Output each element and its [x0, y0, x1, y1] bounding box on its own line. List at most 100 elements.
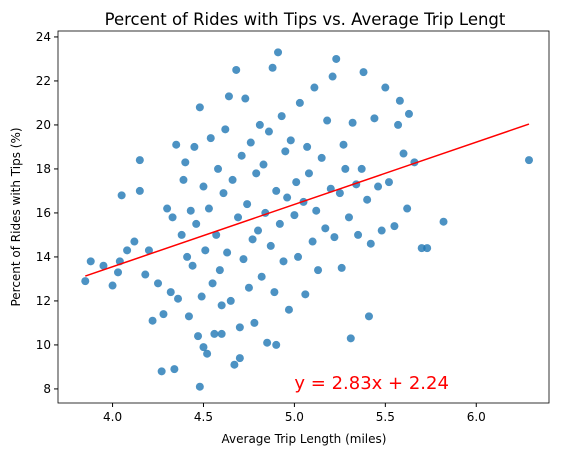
plot-frame: [57, 30, 550, 404]
scatter-point: [295, 98, 304, 107]
scatter-point: [250, 318, 259, 327]
scatter-point: [266, 241, 275, 250]
scatter-point: [235, 354, 244, 363]
scatter-point: [186, 206, 195, 215]
scatter-point: [248, 235, 257, 244]
scatter-point: [294, 252, 303, 261]
scatter-point: [337, 263, 346, 272]
scatter-point: [170, 365, 179, 374]
scatter-point: [346, 334, 355, 343]
scatter-point: [174, 294, 183, 303]
scatter-point: [244, 283, 253, 292]
scatter-point: [204, 204, 213, 213]
scatter-point: [184, 312, 193, 321]
scatter-point: [374, 182, 383, 191]
scatter-point: [154, 279, 163, 288]
scatter-point: [226, 296, 235, 305]
scatter-point: [224, 92, 233, 101]
scatter-point: [381, 83, 390, 92]
scatter-point: [328, 72, 337, 81]
x-tick-label: 4.5: [194, 410, 213, 424]
scatter-point: [241, 94, 250, 103]
scatter-point: [144, 246, 153, 255]
scatter-point: [201, 246, 210, 255]
scatter-point: [264, 127, 273, 136]
scatter-point: [335, 189, 344, 198]
scatter-point: [263, 338, 272, 347]
scatter-point: [217, 301, 226, 310]
scatter-point: [212, 230, 221, 239]
y-tick-label: 12: [36, 294, 51, 308]
x-axis-label: Average Trip Length (miles): [222, 432, 387, 446]
scatter-point: [390, 222, 399, 231]
scatter-point: [404, 109, 413, 118]
scatter-point: [208, 279, 217, 288]
scatter-point: [377, 226, 386, 235]
scatter-point: [281, 147, 290, 156]
scatter-point: [272, 340, 281, 349]
scatter-point: [183, 252, 192, 261]
scatter-point: [81, 277, 90, 286]
scatter-point: [141, 270, 150, 279]
scatter-point: [237, 151, 246, 160]
scatter-point: [252, 169, 261, 178]
scatter-point: [423, 244, 432, 253]
scatter-point: [272, 186, 281, 195]
scatter-point: [310, 83, 319, 92]
scatter-point: [166, 288, 175, 297]
scatter-point: [359, 68, 368, 77]
scatter-point: [157, 367, 166, 376]
scatter-point: [268, 63, 277, 72]
scatter-point: [301, 290, 310, 299]
scatter-point: [277, 112, 286, 121]
scatter-point: [308, 237, 317, 246]
scatter-point: [195, 382, 204, 391]
scatter-point: [255, 120, 264, 129]
scatter-point: [303, 142, 312, 151]
scatter-point: [279, 257, 288, 266]
scatter-point: [243, 200, 252, 209]
scatter-point: [332, 54, 341, 63]
scatter-point: [214, 164, 223, 173]
scatter-point: [321, 224, 330, 233]
scatter-point: [130, 237, 139, 246]
y-tick-label: 24: [36, 30, 51, 44]
scatter-point: [304, 169, 313, 178]
scatter-point: [223, 248, 232, 257]
scatter-point: [403, 204, 412, 213]
x-tick-label: 6.0: [467, 410, 486, 424]
scatter-point: [159, 310, 168, 319]
scatter-point: [366, 239, 375, 248]
scatter-point: [179, 175, 188, 184]
scatter-point: [148, 316, 157, 325]
scatter-point: [292, 178, 301, 187]
scatter-point: [235, 323, 244, 332]
scatter-point: [524, 156, 533, 165]
scatter-point: [357, 164, 366, 173]
scatter-point: [190, 142, 199, 151]
scatter-point: [199, 182, 208, 191]
scatter-point: [254, 226, 263, 235]
scatter-point: [270, 288, 279, 297]
scatter-point: [370, 114, 379, 123]
scatter-point: [206, 134, 215, 143]
scatter-point: [232, 65, 241, 74]
scatter-point: [234, 213, 243, 222]
chart-title: Percent of Rides with Tips vs. Average T…: [105, 10, 506, 29]
scatter-point: [395, 96, 404, 105]
scatter-point: [274, 48, 283, 57]
y-tick-label: 14: [36, 250, 51, 264]
scatter-point: [317, 153, 326, 162]
scatter-point: [215, 266, 224, 275]
scatter-point: [123, 246, 132, 255]
scatter-point: [168, 213, 177, 222]
scatter-point: [135, 156, 144, 165]
scatter-point: [108, 281, 117, 290]
scatter-point: [219, 189, 228, 198]
scatter-point: [114, 268, 123, 277]
y-tick-label: 22: [36, 74, 51, 88]
scatter-point: [86, 257, 95, 266]
regression-line: [85, 123, 530, 277]
scatter-point: [197, 292, 206, 301]
